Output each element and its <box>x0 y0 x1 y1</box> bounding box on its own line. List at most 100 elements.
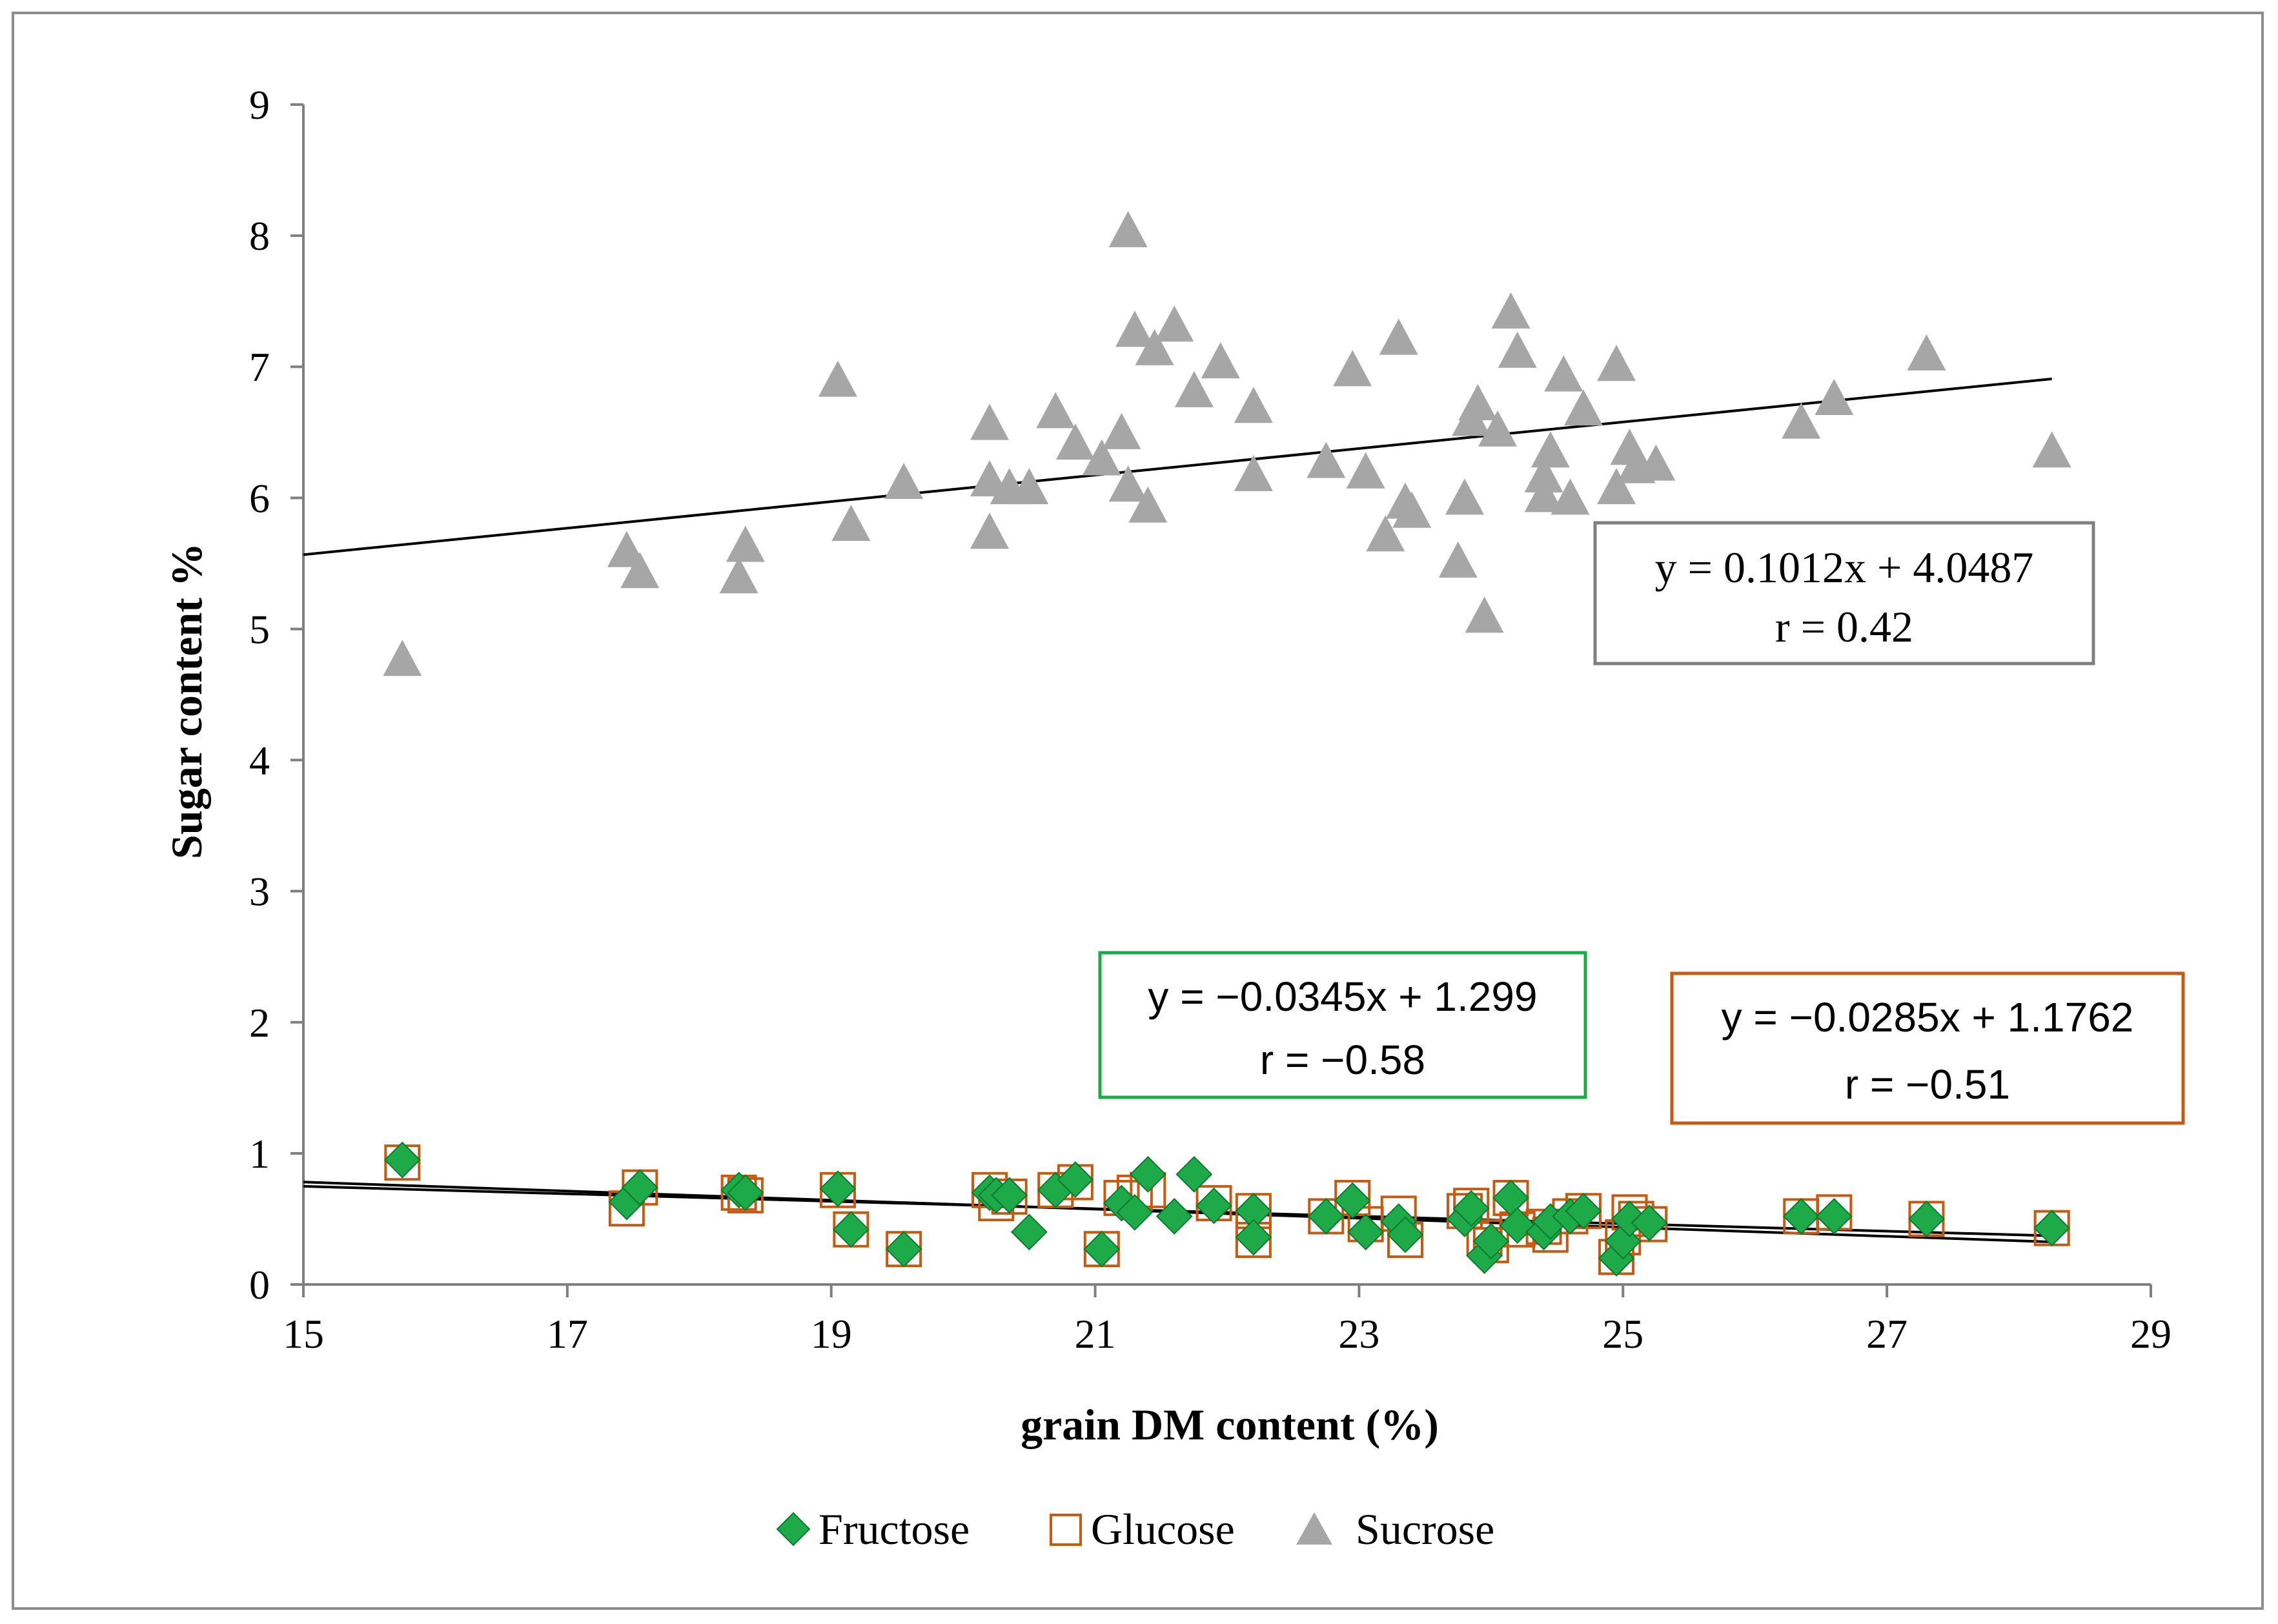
data-series <box>383 211 2071 1277</box>
fructose-point <box>2033 1210 2071 1247</box>
y-tick-label: 6 <box>249 475 270 521</box>
y-tick-label: 1 <box>249 1131 270 1177</box>
sucrose-r-value: r = 0.42 <box>1775 602 1913 651</box>
sucrose-point <box>1597 468 1636 505</box>
sucrose-point <box>1782 402 1821 439</box>
sucrose-point <box>1366 515 1405 552</box>
fructose-point <box>832 1211 870 1248</box>
fructose-point <box>1175 1155 1213 1193</box>
fructose-point <box>1116 1193 1154 1231</box>
sucrose-point <box>1234 454 1273 491</box>
sucrose-point <box>1907 334 1946 370</box>
sucrose-point <box>1465 596 1504 633</box>
fructose-point <box>1387 1216 1424 1254</box>
y-axis-title: Sugar content % <box>162 543 211 859</box>
fructose-point <box>1782 1197 1820 1235</box>
sucrose-point <box>1333 350 1372 387</box>
series-sucrose <box>383 211 2071 676</box>
sucrose-point <box>1438 541 1478 578</box>
sucrose-point <box>1498 331 1537 368</box>
sucrose-point <box>620 552 660 589</box>
x-tick-label: 25 <box>1602 1311 1643 1357</box>
sucrose-equation: y = 0.1012x + 4.0487 <box>1655 543 2034 592</box>
series-fructose <box>383 1141 2071 1277</box>
sucrose-point <box>818 360 857 397</box>
fructose-equation-box: y = −0.0345x + 1.299 r = −0.58 <box>1098 951 1587 1099</box>
sucrose-point <box>1115 310 1154 347</box>
sucrose-point <box>383 640 422 676</box>
fructose-point <box>1155 1197 1193 1235</box>
y-tick-label: 9 <box>249 82 270 128</box>
fructose-equation: y = −0.0345x + 1.299 <box>1148 973 1537 1020</box>
sucrose-point <box>1055 423 1095 460</box>
y-tick-label: 7 <box>249 344 270 390</box>
fructose-point <box>1815 1197 1853 1235</box>
x-tick-label: 27 <box>1866 1311 1907 1357</box>
fructose-point <box>1083 1230 1121 1268</box>
sucrose-point <box>1108 211 1148 248</box>
sucrose-point <box>1234 387 1273 423</box>
sucrose-point <box>1524 456 1563 492</box>
fructose-point <box>1307 1197 1345 1235</box>
glucose-r-value: r = −0.51 <box>1845 1061 2010 1108</box>
y-axis-ticks: 0 1 2 3 4 5 6 7 8 9 <box>249 82 303 1308</box>
legend-glucose-label: Glucose <box>1091 1505 1235 1554</box>
fructose-point <box>819 1170 857 1208</box>
y-tick-label: 8 <box>249 213 270 259</box>
fructose-point <box>991 1177 1028 1214</box>
legend-fructose-label: Fructose <box>819 1505 970 1554</box>
sucrose-point <box>1174 370 1214 407</box>
sucrose-point <box>1010 468 1049 505</box>
sucrose-point <box>1551 478 1590 515</box>
sucrose-point <box>884 463 924 500</box>
sucrose-point <box>1544 355 1583 392</box>
sucrose-point <box>1815 379 1854 416</box>
legend-sucrose-label: Sucrose <box>1356 1505 1494 1554</box>
legend: Fructose Glucose Sucrose <box>776 1505 1494 1554</box>
fructose-point <box>1472 1223 1510 1260</box>
sucrose-point <box>970 403 1010 440</box>
fructose-point <box>1010 1213 1048 1251</box>
fructose-point <box>383 1141 421 1179</box>
glucose-equation: y = −0.0285x + 1.1762 <box>1722 994 2134 1040</box>
fructose-point <box>1195 1187 1232 1224</box>
fructose-point <box>885 1230 922 1268</box>
fructose-point <box>1452 1190 1490 1227</box>
y-tick-label: 0 <box>249 1262 270 1308</box>
legend-fructose-diamond-icon <box>776 1512 811 1547</box>
sucrose-point <box>1379 318 1418 355</box>
sucrose-point <box>1082 439 1121 476</box>
fructose-point <box>1057 1161 1094 1198</box>
sucrose-point <box>1491 292 1531 329</box>
sucrose-point <box>1563 389 1603 426</box>
chart-frame <box>12 12 2264 1610</box>
sucrose-point <box>1155 305 1194 342</box>
legend-item-fructose: Fructose <box>776 1505 970 1554</box>
x-axis-ticks: 15 17 19 21 23 25 27 29 <box>283 1284 2171 1357</box>
sucrose-point <box>1102 412 1141 449</box>
fructose-point <box>1492 1179 1529 1217</box>
fructose-point <box>1631 1204 1668 1241</box>
sucrose-point <box>1108 465 1148 502</box>
fructose-point <box>1347 1213 1385 1251</box>
sucrose-point <box>1346 452 1385 489</box>
y-tick-label: 2 <box>249 1000 270 1046</box>
fructose-point <box>1129 1155 1166 1193</box>
x-axis-title: grain DM content (%) <box>1021 1400 1439 1449</box>
sucrose-point <box>1458 384 1498 421</box>
x-tick-label: 23 <box>1338 1311 1379 1357</box>
sucrose-point <box>1307 442 1346 478</box>
trendline-sucrose <box>303 377 2052 556</box>
sucrose-point <box>719 557 758 594</box>
fructose-point <box>1908 1201 1945 1237</box>
sucrose-equation-box: y = 0.1012x + 4.0487 r = 0.42 <box>1593 521 2095 665</box>
x-tick-label: 21 <box>1075 1311 1116 1357</box>
x-tick-label: 17 <box>547 1311 588 1357</box>
legend-item-sucrose: Sucrose <box>1296 1505 1494 1554</box>
fructose-point <box>621 1169 658 1206</box>
fructose-point <box>1499 1207 1536 1244</box>
sucrose-point <box>1135 329 1174 365</box>
fructose-point <box>1565 1192 1602 1230</box>
sucrose-point <box>1531 431 1570 468</box>
